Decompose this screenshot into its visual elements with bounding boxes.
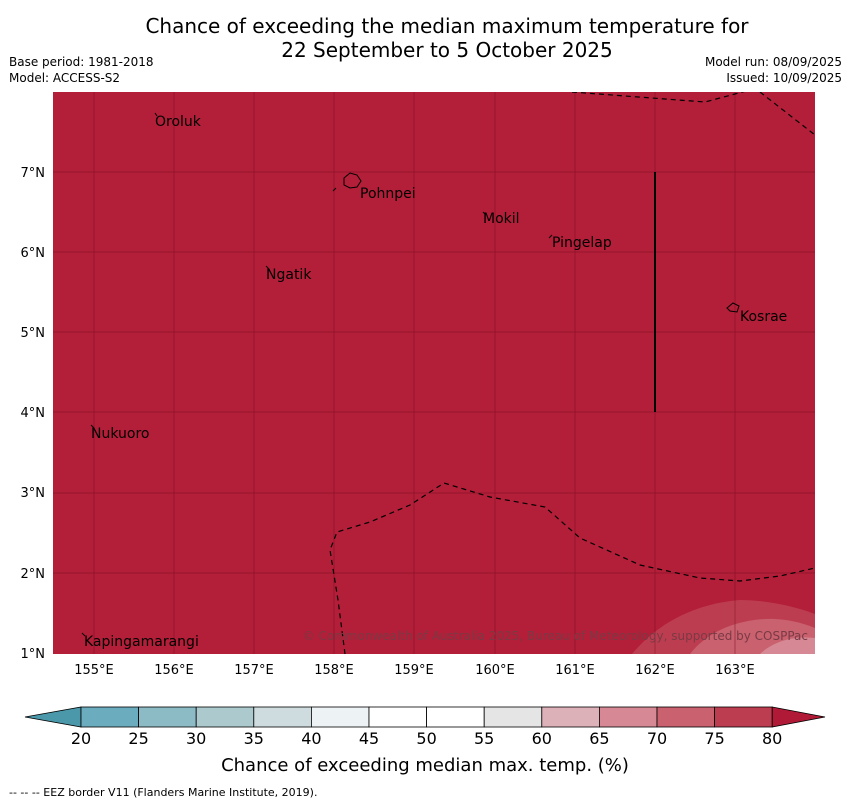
lon-label-156e: 156°E <box>154 663 194 678</box>
colorbar-label-25: 25 <box>128 729 149 748</box>
lon-label-162e: 162°E <box>635 663 675 678</box>
colorbar-max-arrow <box>771 706 826 728</box>
colorbar-bin-30-35 <box>195 706 255 728</box>
model-text: Model: ACCESS-S2 <box>9 71 121 85</box>
place-label-pohnpei: Pohnpei <box>360 186 416 202</box>
lat-label-5n: 5°N <box>21 326 46 341</box>
lon-label-159e: 159°E <box>394 663 434 678</box>
lat-label-1n: 1°N <box>21 647 46 662</box>
place-label-nukuoro: Nukuoro <box>91 426 149 442</box>
colorbar-label-35: 35 <box>243 729 264 748</box>
run-info: Model run: 08/09/2025 Issued: 10/09/2025 <box>705 54 842 86</box>
model-run-text: Model run: 08/09/2025 <box>704 55 842 69</box>
map-title: Chance of exceeding the median maximum t… <box>0 14 850 62</box>
eez-border-northeast <box>759 92 815 136</box>
contour-65 <box>760 637 815 654</box>
lon-label-163e: 163°E <box>715 663 755 678</box>
lat-label-4n: 4°N <box>21 406 46 421</box>
colorbar <box>24 706 826 728</box>
colorbar-label-50: 50 <box>416 729 437 748</box>
colorbar-bin-70-75 <box>656 706 715 728</box>
title-line-1: Chance of exceeding the median maximum t… <box>145 14 749 38</box>
map-area <box>53 92 815 654</box>
place-label-oroluk: Oroluk <box>155 114 202 130</box>
gridlines <box>53 92 815 654</box>
eez-border-north <box>571 92 745 103</box>
colorbar-bin-40-45 <box>310 706 370 728</box>
kosrae-island <box>726 302 740 313</box>
colorbar-min-arrow <box>24 706 82 728</box>
colorbar-label-65: 65 <box>589 729 610 748</box>
colorbar-bin-50-55 <box>426 706 485 728</box>
colorbar-label-45: 45 <box>358 729 380 748</box>
place-label-ngatik: Ngatik <box>266 267 312 283</box>
colorbar-label-80: 80 <box>762 729 783 748</box>
title-line-2: 22 September to 5 October 2025 <box>281 38 613 62</box>
colorbar-label-75: 75 <box>704 729 725 748</box>
lat-label-2n: 2°N <box>21 567 46 582</box>
colorbar-bin-35-40 <box>253 706 312 728</box>
colorbar-label-20: 20 <box>70 729 92 748</box>
longitude-labels: 155°E 156°E 157°E 158°E 159°E 160°E 161°… <box>74 663 755 678</box>
colorbar-bin-65-70 <box>599 706 658 728</box>
colorbar-bin-45-50 <box>368 706 427 728</box>
lat-label-6n: 6°N <box>21 246 46 261</box>
colorbar-label-30: 30 <box>186 729 207 748</box>
probability-contours <box>632 600 815 654</box>
copyright-notice: © Commonwealth of Australia 2025, Bureau… <box>303 629 808 643</box>
base-period-text: Base period: 1981-2018 <box>9 55 154 69</box>
colorbar-label-70: 70 <box>646 729 668 748</box>
colorbar-bin-60-65 <box>541 706 600 728</box>
colorbar-label-60: 60 <box>531 729 552 748</box>
colorbar-bin-25-30 <box>138 706 197 728</box>
model-info: Base period: 1981-2018 Model: ACCESS-S2 <box>9 54 154 86</box>
colorbar-label-55: 55 <box>474 729 495 748</box>
issued-text: Issued: 10/09/2025 <box>726 71 842 85</box>
place-label-kapingamarangi: Kapingamarangi <box>84 634 199 650</box>
place-label-pingelap: Pingelap <box>552 235 612 251</box>
eez-border-south <box>329 482 815 654</box>
lon-label-161e: 161°E <box>555 663 595 678</box>
place-labels: Oroluk Pohnpei Mokil Pingelap Ngatik Kos… <box>84 114 787 650</box>
place-label-kosrae: Kosrae <box>740 309 787 325</box>
islands <box>81 112 740 637</box>
lat-label-3n: 3°N <box>21 486 46 501</box>
colorbar-bin-55-60 <box>483 706 543 728</box>
lon-label-155e: 155°E <box>74 663 114 678</box>
pohnpei-island <box>343 172 362 189</box>
colorbar-bin-20-25 <box>80 706 139 728</box>
lon-label-157e: 157°E <box>234 663 274 678</box>
lon-label-158e: 158°E <box>314 663 354 678</box>
eez-borders <box>329 92 815 654</box>
colorbar-label-40: 40 <box>301 729 322 748</box>
lon-label-160e: 160°E <box>475 663 515 678</box>
colorbar-bin-75-80 <box>714 706 773 728</box>
place-label-mokil: Mokil <box>483 211 520 227</box>
eez-footnote: -- -- -- EEZ border V11 (Flanders Marine… <box>9 786 318 799</box>
lat-label-7n: 7°N <box>21 166 46 181</box>
colorbar-title: Chance of exceeding median max. temp. (%… <box>221 755 629 776</box>
latitude-labels: 1°N 2°N 3°N 4°N 5°N 6°N 7°N <box>21 166 46 662</box>
